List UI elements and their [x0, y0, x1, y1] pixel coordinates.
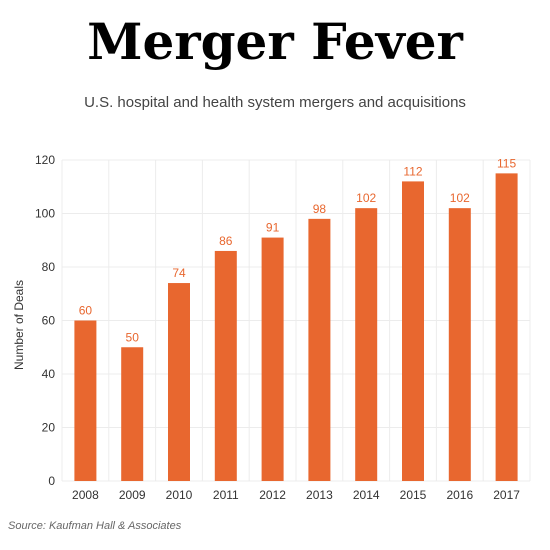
chart-subtitle: U.S. hospital and health system mergers … — [84, 94, 466, 111]
y-tick-label: 120 — [35, 153, 55, 167]
bar-2016 — [448, 208, 471, 481]
x-tick-label: 2010 — [166, 488, 193, 502]
x-tick-label: 2008 — [72, 488, 99, 502]
x-tick-label: 2009 — [119, 488, 146, 502]
bar-value-label: 91 — [266, 221, 280, 235]
bar-value-labels: 60 50 74 86 91 98 102 112 102 115 — [79, 156, 517, 344]
bar-2011 — [214, 250, 237, 481]
bar-2017 — [495, 173, 518, 481]
bar-value-label: 112 — [403, 164, 422, 178]
bar-value-label: 102 — [450, 191, 470, 205]
bar-2009 — [121, 347, 144, 481]
bar-2013 — [308, 218, 331, 481]
y-tick-label: 40 — [42, 367, 56, 381]
bars — [74, 173, 518, 481]
x-tick-label: 2015 — [400, 488, 427, 502]
x-tick-label: 2016 — [446, 488, 473, 502]
y-tick-labels: 0 20 40 60 80 100 120 — [35, 153, 55, 488]
x-tick-label: 2011 — [213, 488, 239, 502]
bar-value-label: 60 — [79, 304, 93, 318]
bar-value-label: 115 — [497, 156, 516, 170]
x-tick-label: 2012 — [259, 488, 286, 502]
bar-value-label: 86 — [219, 234, 233, 248]
x-tick-label: 2013 — [306, 488, 333, 502]
source-note: Source: Kaufman Hall & Associates — [8, 520, 182, 532]
bar-value-label: 50 — [126, 330, 140, 344]
bar-2014 — [355, 208, 378, 481]
bar-2012 — [261, 237, 284, 481]
y-tick-label: 0 — [48, 474, 55, 488]
bar-value-label: 98 — [313, 202, 327, 216]
bar-2015 — [402, 181, 424, 481]
bar-2010 — [168, 283, 190, 481]
y-axis-label: Number of Deals — [12, 280, 26, 370]
y-tick-label: 20 — [42, 421, 56, 435]
chart-title: Merger Fever — [87, 12, 463, 71]
x-tick-label: 2017 — [493, 488, 520, 502]
bar-value-label: 102 — [356, 191, 376, 205]
x-tick-labels: 2008 2009 2010 2011 2012 2013 2014 2015 2016 2017 — [72, 488, 520, 502]
y-tick-label: 100 — [35, 207, 55, 221]
y-tick-label: 60 — [42, 314, 56, 328]
x-tick-label: 2014 — [353, 488, 380, 502]
bar-2008 — [74, 320, 97, 481]
y-tick-label: 80 — [42, 260, 56, 274]
bar-value-label: 74 — [172, 266, 186, 280]
